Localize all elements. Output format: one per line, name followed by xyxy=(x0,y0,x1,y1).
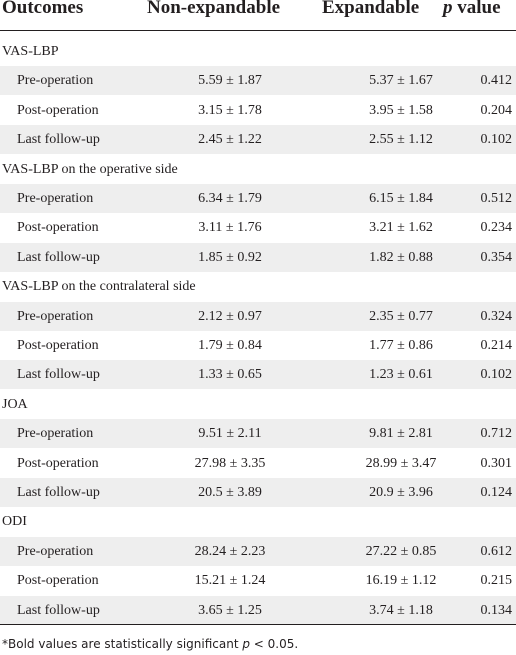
header-value-text: value xyxy=(452,0,501,18)
expandable-cell: 2.55 ± 1.12 xyxy=(369,132,433,148)
non-expandable-cell: 3.65 ± 1.25 xyxy=(198,602,262,618)
non-expandable-cell: 5.59 ± 1.87 xyxy=(198,73,262,89)
p-value-cell: 0.102 xyxy=(480,367,513,383)
non-expandable-cell: 1.33 ± 0.65 xyxy=(198,367,262,383)
table-row: Post-operation 3.15 ± 1.78 3.95 ± 1.58 0.20… xyxy=(0,96,516,125)
row-label: Pre-operation xyxy=(17,191,94,206)
group-label: ODI xyxy=(2,514,27,530)
expandable-cell: 2.35 ± 0.77 xyxy=(369,308,433,324)
table-row: Post-operation 27.98 ± 3.35 28.99 ± 3.47 0.… xyxy=(0,449,516,478)
p-value-cell: 0.712 xyxy=(480,426,513,442)
non-expandable-cell: 2.45 ± 1.22 xyxy=(198,132,262,148)
expandable-cell: 9.81 ± 2.81 xyxy=(369,426,433,442)
non-expandable-cell: 3.15 ± 1.78 xyxy=(198,102,262,118)
row-label: Pre-operation xyxy=(17,73,94,89)
row-label: Last follow-up xyxy=(17,132,100,148)
row-label: Last follow-up xyxy=(17,485,100,500)
group-label: JOA xyxy=(2,396,28,412)
expandable-cell: 16.19 ± 1.12 xyxy=(365,573,437,589)
expandable-cell: 6.15 ± 1.84 xyxy=(369,191,433,206)
table-row: Pre-operation 28.24 ± 2.23 27.22 ± 0.85 0.6… xyxy=(0,536,516,566)
footnote-p: p xyxy=(242,637,250,651)
table-row: Last follow-up 1.85 ± 0.92 1.82 ± 0.88 0.35… xyxy=(0,242,516,272)
group-label: VAS-LBP on the operative side xyxy=(2,161,178,177)
footnote-prefix: *Bold values are statistically significa… xyxy=(2,637,243,651)
p-value-cell: 0.412 xyxy=(480,73,513,89)
non-expandable-cell: 3.11 ± 1.76 xyxy=(198,220,262,236)
row-label: Pre-operation xyxy=(17,308,94,324)
p-value-cell: 0.134 xyxy=(480,602,513,618)
group-row: VAS-LBP on the contralateral side xyxy=(0,272,516,301)
table-row: Pre-operation 2.12 ± 0.97 2.35 ± 0.77 0.324 xyxy=(0,301,516,331)
footnote: *Bold values are statistically significa… xyxy=(2,637,298,651)
group-label: VAS-LBP xyxy=(2,44,59,59)
group-row: VAS-LBP on the operative side xyxy=(0,155,516,184)
non-expandable-cell: 2.12 ± 0.97 xyxy=(198,308,262,324)
non-expandable-cell: 28.24 ± 2.23 xyxy=(194,543,266,559)
expandable-cell: 3.95 ± 1.58 xyxy=(369,102,433,118)
expandable-cell: 1.23 ± 0.61 xyxy=(369,367,433,383)
header-non-expandable: Non-expandable xyxy=(147,0,281,18)
header-p-value: p value xyxy=(443,0,501,19)
table-row: Post-operation 1.79 ± 0.84 1.77 ± 0.86 0.21… xyxy=(0,331,516,360)
expandable-cell: 28.99 ± 3.47 xyxy=(365,455,437,471)
group-row: ODI xyxy=(0,507,516,536)
non-expandable-cell: 1.85 ± 0.92 xyxy=(198,249,262,265)
p-value-cell: 0.234 xyxy=(480,220,513,236)
table-row: Post-operation 3.11 ± 1.76 3.21 ± 1.62 0.23… xyxy=(0,213,516,242)
footnote-suffix: < 0.05. xyxy=(249,637,299,651)
header-outcomes: Outcomes xyxy=(2,0,84,18)
p-value-cell: 0.215 xyxy=(480,573,513,589)
row-label: Post-operation xyxy=(17,102,99,118)
expandable-cell: 3.74 ± 1.18 xyxy=(369,602,433,618)
bottom-rule xyxy=(0,624,516,625)
row-label: Last follow-up xyxy=(17,602,100,618)
non-expandable-cell: 6.34 ± 1.79 xyxy=(198,191,262,206)
row-label: Last follow-up xyxy=(17,249,100,265)
table-row: Last follow-up 20.5 ± 3.89 20.9 ± 3.96 0.12… xyxy=(0,478,516,507)
non-expandable-cell: 27.98 ± 3.35 xyxy=(194,455,266,471)
p-value-cell: 0.124 xyxy=(480,485,513,500)
table-header: Outcomes Non-expandable Expandable p val… xyxy=(0,0,516,28)
header-rule xyxy=(0,30,516,31)
table-row: Post-operation 15.21 ± 1.24 16.19 ± 1.12 0.… xyxy=(0,566,516,595)
expandable-cell: 1.82 ± 0.88 xyxy=(369,249,433,265)
p-value-cell: 0.204 xyxy=(480,102,513,118)
non-expandable-cell: 1.79 ± 0.84 xyxy=(198,338,262,353)
p-value-cell: 0.301 xyxy=(480,455,513,471)
non-expandable-cell: 20.5 ± 3.89 xyxy=(198,485,262,500)
expandable-cell: 3.21 ± 1.62 xyxy=(369,220,433,236)
row-label: Post-operation xyxy=(17,455,99,471)
row-label: Last follow-up xyxy=(17,367,100,383)
table-row: Pre-operation 6.34 ± 1.79 6.15 ± 1.84 0.512 xyxy=(0,184,516,213)
p-value-cell: 0.512 xyxy=(480,191,513,206)
row-label: Pre-operation xyxy=(17,426,94,442)
table-row: Last follow-up 2.45 ± 1.22 2.55 ± 1.12 0.10… xyxy=(0,125,516,155)
row-label: Post-operation xyxy=(17,573,99,589)
p-value-cell: 0.354 xyxy=(480,249,513,265)
table-row: Pre-operation 9.51 ± 2.11 9.81 ± 2.81 0.712 xyxy=(0,419,516,449)
row-label: Pre-operation xyxy=(17,543,94,559)
expandable-cell: 27.22 ± 0.85 xyxy=(365,543,437,559)
header-expandable: Expandable xyxy=(322,0,420,18)
p-value-cell: 0.102 xyxy=(480,132,513,148)
p-value-cell: 0.214 xyxy=(480,338,513,353)
row-label: Post-operation xyxy=(17,220,99,236)
table-row: Pre-operation 5.59 ± 1.87 5.37 ± 1.67 0.412 xyxy=(0,66,516,96)
table-row: Last follow-up 1.33 ± 0.65 1.23 ± 0.61 0.10… xyxy=(0,360,516,390)
row-label: Post-operation xyxy=(17,338,99,353)
group-label: VAS-LBP on the contralateral side xyxy=(2,279,196,295)
group-row: VAS-LBP xyxy=(0,37,516,66)
p-value-cell: 0.324 xyxy=(480,308,513,324)
header-p-italic: p xyxy=(443,0,453,18)
expandable-cell: 20.9 ± 3.96 xyxy=(369,485,433,500)
non-expandable-cell: 9.51 ± 2.11 xyxy=(198,426,262,442)
expandable-cell: 1.77 ± 0.86 xyxy=(369,338,433,353)
p-value-cell: 0.612 xyxy=(480,543,513,559)
expandable-cell: 5.37 ± 1.67 xyxy=(369,73,433,89)
table-row: Last follow-up 3.65 ± 1.25 3.74 ± 1.18 0.13… xyxy=(0,595,516,625)
group-row: JOA xyxy=(0,390,516,419)
non-expandable-cell: 15.21 ± 1.24 xyxy=(194,573,266,589)
